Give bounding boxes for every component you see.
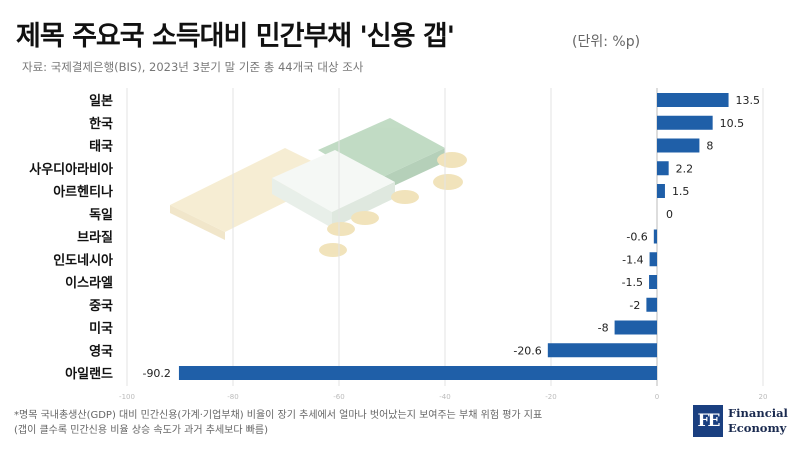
category-label: 아일랜드: [65, 366, 113, 382]
x-tick-label: -100: [119, 393, 135, 401]
logo-line-1: Financial: [728, 406, 788, 420]
category-label: 인도네시아: [53, 252, 113, 268]
bar: [649, 275, 657, 289]
x-tick-label: -80: [227, 393, 238, 401]
category-label: 영국: [89, 344, 113, 359]
category-label: 미국: [89, 321, 113, 337]
data-label: -8: [598, 322, 609, 335]
x-tick-label: -60: [333, 393, 344, 401]
bar: [657, 115, 713, 130]
footnote: *명목 국내총생산(GDP) 대비 민간신용(가계·기업부채) 비율이 장기 추…: [14, 408, 542, 438]
category-label: 사우디아라비아: [29, 161, 113, 177]
logo-line-2: Economy: [728, 421, 787, 435]
bar: [657, 138, 700, 153]
bar: [649, 252, 657, 267]
x-tick-label: 20: [759, 393, 768, 401]
bar: [646, 297, 657, 312]
category-label: 한국: [89, 116, 113, 132]
logo-mark: FE: [693, 405, 723, 437]
category-label: 브라질: [77, 230, 113, 246]
footnote-line-2: (갭이 클수록 민간신용 비율 상승 속도가 과거 추세보다 빠름): [14, 425, 269, 436]
footnote-line-1: *명목 국내총생산(GDP) 대비 민간신용(가계·기업부채) 비율이 장기 추…: [14, 410, 543, 421]
category-label: 태국: [89, 140, 113, 155]
category-label: 일본: [89, 94, 113, 109]
category-label: 중국: [89, 299, 113, 314]
category-label: 독일: [89, 208, 113, 223]
x-tick-label: 0: [655, 393, 659, 401]
bar: [657, 93, 729, 107]
data-label: -20.6: [513, 344, 541, 357]
data-label: 13.5: [736, 94, 761, 107]
data-label: -1.4: [622, 253, 643, 266]
bar: [657, 184, 665, 198]
financial-economy-logo: FE Financial Economy: [693, 404, 793, 440]
data-label: -0.6: [626, 231, 647, 244]
data-label: 2.2: [676, 162, 694, 175]
data-label: -90.2: [142, 367, 170, 380]
data-label: 1.5: [672, 185, 690, 198]
data-label: 0: [666, 208, 673, 221]
bar: [653, 229, 657, 244]
bar: [657, 161, 669, 176]
category-label: 아르헨티나: [53, 184, 113, 200]
bar: [178, 366, 657, 380]
data-label: -2: [629, 299, 640, 312]
x-tick-label: -40: [439, 393, 450, 401]
bar: [614, 320, 657, 335]
x-tick-label: -20: [545, 393, 556, 401]
data-label: -1.5: [622, 276, 643, 289]
bar: [547, 343, 657, 358]
data-label: 8: [706, 140, 713, 153]
money-illustration: [170, 118, 467, 257]
source-label: 자료: 국제결제은행(BIS), 2023년 3분기 말 기준 총 44개국 대…: [22, 60, 364, 74]
chart-title: 제목 주요국 소득대비 민간부채 '신용 갭': [16, 21, 455, 52]
unit-label: (단위: %p): [572, 34, 641, 50]
category-label: 이스라엘: [65, 275, 113, 291]
logo-text: Financial Economy: [728, 406, 788, 436]
data-label: 10.5: [720, 117, 745, 130]
